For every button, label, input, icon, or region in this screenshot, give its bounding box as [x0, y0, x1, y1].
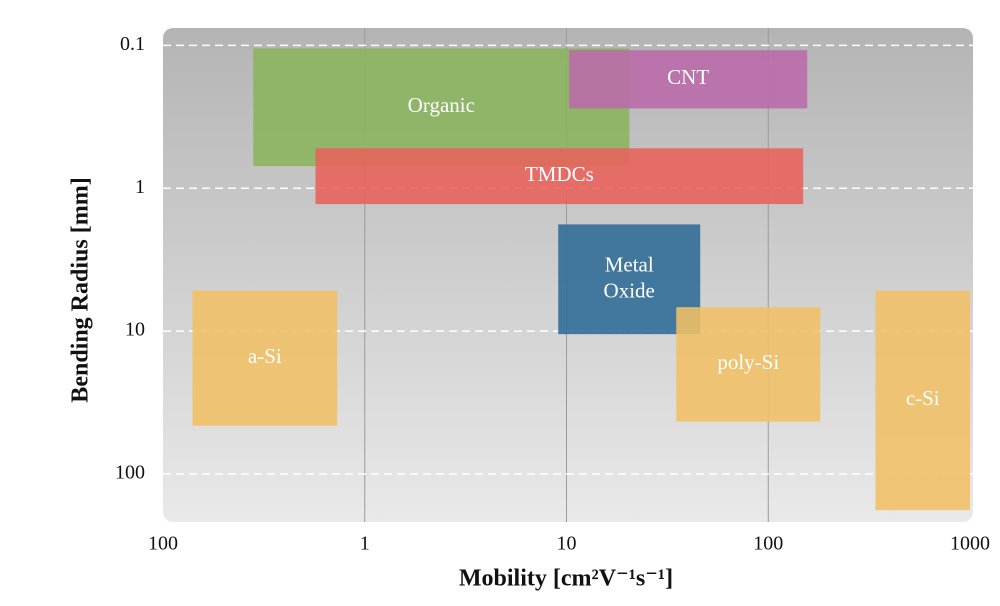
region	[315, 148, 804, 205]
x-tick-label: 1	[360, 533, 370, 555]
x-tick-label: 10	[557, 533, 577, 555]
region-label: c-Si	[906, 386, 940, 410]
region	[253, 48, 630, 167]
region-label: poly-Si	[717, 350, 779, 374]
region-label: Organic	[408, 93, 475, 117]
region-label: CNT	[667, 65, 709, 89]
y-tick-label: 0.1	[120, 33, 145, 55]
y-tick-label: 10	[125, 319, 145, 341]
region-label: Metal Oxide	[604, 252, 655, 302]
region-label: a-Si	[248, 344, 282, 368]
x-tick-label: 100	[753, 533, 783, 555]
region	[192, 290, 338, 426]
x-tick-label: 100	[148, 533, 178, 555]
y-tick-label: 1	[135, 176, 145, 198]
y-tick-label: 100	[115, 462, 145, 484]
region	[875, 290, 970, 511]
region	[676, 307, 821, 422]
y-axis-label: Bending Radius [mm]	[68, 177, 94, 402]
x-axis-label: Mobility [cm²V⁻¹s⁻¹]	[459, 566, 673, 592]
region-label: TMDCs	[525, 162, 594, 186]
region	[569, 50, 808, 109]
x-tick-label: 1000	[950, 533, 990, 555]
